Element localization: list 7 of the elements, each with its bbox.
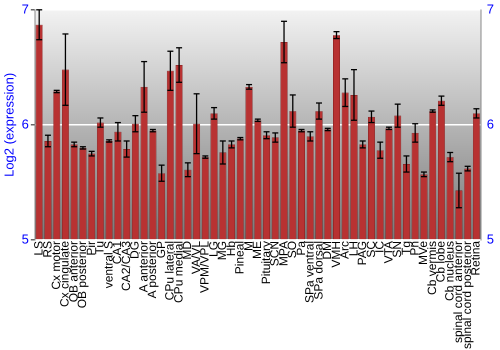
y2-tick-label: 6 xyxy=(486,116,494,132)
y-axis-title: Log2 (expression) xyxy=(1,72,16,177)
y-tick-label: 7 xyxy=(22,1,29,16)
y2-tick-label: 5 xyxy=(486,232,494,247)
y2-tick-label: 7 xyxy=(486,1,494,16)
y-tick-label: 6 xyxy=(22,116,29,132)
y-tick-label: 5 xyxy=(22,232,29,247)
